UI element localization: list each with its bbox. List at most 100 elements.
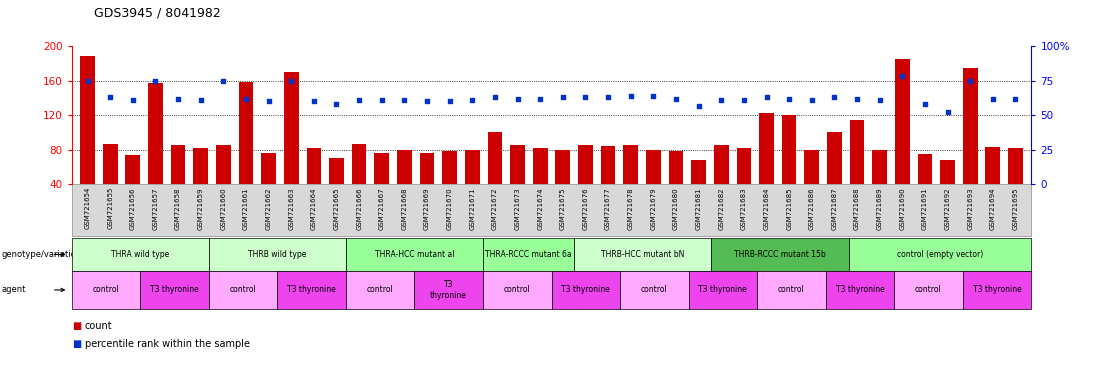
Point — [803, 97, 821, 103]
Bar — [103, 144, 118, 219]
Bar — [148, 83, 163, 219]
Bar — [623, 145, 638, 219]
Bar — [352, 144, 366, 219]
Bar — [488, 132, 502, 219]
Bar — [171, 145, 185, 219]
Point — [532, 96, 549, 102]
Point — [351, 97, 368, 103]
Bar — [714, 145, 729, 219]
Bar — [465, 150, 480, 219]
Point — [825, 94, 843, 100]
Text: ■: ■ — [72, 339, 81, 349]
Bar — [737, 148, 751, 219]
Point — [237, 96, 255, 102]
Bar — [216, 146, 231, 219]
Bar — [261, 153, 276, 219]
Bar — [511, 145, 525, 219]
Point — [486, 94, 504, 100]
Bar — [126, 155, 140, 219]
Point — [780, 96, 797, 102]
Point — [893, 73, 911, 79]
Text: T3
thyronine: T3 thyronine — [430, 280, 468, 300]
Bar — [374, 153, 389, 219]
Point — [441, 98, 459, 104]
Point — [1007, 96, 1025, 102]
Point — [848, 96, 866, 102]
Point — [147, 78, 164, 84]
Bar — [895, 59, 910, 219]
Text: control: control — [915, 285, 942, 295]
Text: count: count — [85, 321, 113, 331]
Text: control: control — [504, 285, 531, 295]
Point — [306, 98, 323, 104]
Bar — [963, 68, 977, 219]
Bar — [872, 150, 887, 219]
Bar — [307, 148, 321, 219]
Point — [554, 94, 571, 100]
Text: genotype/variation: genotype/variation — [1, 250, 82, 259]
Point — [599, 94, 617, 100]
Text: THRB-RCCC mutant 15b: THRB-RCCC mutant 15b — [735, 250, 826, 259]
Point — [328, 101, 345, 107]
Point — [169, 96, 186, 102]
Bar — [918, 154, 932, 219]
Point — [939, 109, 956, 116]
Text: THRA-RCCC mutant 6a: THRA-RCCC mutant 6a — [485, 250, 572, 259]
Point — [282, 78, 300, 84]
Point — [871, 97, 889, 103]
Point — [644, 93, 662, 99]
Bar — [692, 160, 706, 219]
Bar — [193, 148, 208, 219]
Bar — [283, 72, 299, 219]
Point — [962, 78, 979, 84]
Bar — [804, 150, 820, 219]
Point — [373, 97, 390, 103]
Point — [78, 78, 96, 84]
Bar — [329, 157, 344, 219]
Text: T3 thyronine: T3 thyronine — [287, 285, 336, 295]
Bar — [442, 152, 457, 219]
Bar — [646, 150, 661, 219]
Bar — [556, 150, 570, 219]
Bar — [985, 147, 1000, 219]
Bar — [940, 160, 955, 219]
Text: T3 thyronine: T3 thyronine — [698, 285, 747, 295]
Point — [577, 94, 595, 100]
Text: THRB-HCC mutant bN: THRB-HCC mutant bN — [601, 250, 685, 259]
Bar — [578, 146, 592, 219]
Bar — [849, 119, 865, 219]
Text: control: control — [229, 285, 256, 295]
Bar — [81, 56, 95, 219]
Bar — [827, 132, 842, 219]
Point — [917, 101, 934, 107]
Text: control: control — [367, 285, 394, 295]
Bar — [668, 152, 684, 219]
Point — [260, 98, 278, 104]
Point — [984, 96, 1002, 102]
Text: T3 thyronine: T3 thyronine — [836, 285, 885, 295]
Text: THRA wild type: THRA wild type — [111, 250, 170, 259]
Point — [396, 97, 414, 103]
Text: control: control — [641, 285, 667, 295]
Text: T3 thyronine: T3 thyronine — [973, 285, 1021, 295]
Bar — [533, 148, 547, 219]
Text: T3 thyronine: T3 thyronine — [561, 285, 610, 295]
Text: control (empty vector): control (empty vector) — [897, 250, 983, 259]
Point — [713, 97, 730, 103]
Text: control: control — [93, 285, 119, 295]
Point — [124, 97, 141, 103]
Text: THRB wild type: THRB wild type — [248, 250, 307, 259]
Point — [418, 98, 436, 104]
Point — [758, 94, 775, 100]
Point — [463, 97, 481, 103]
Point — [622, 93, 640, 99]
Point — [192, 97, 210, 103]
Point — [689, 103, 707, 109]
Text: THRA-HCC mutant al: THRA-HCC mutant al — [375, 250, 454, 259]
Text: ■: ■ — [72, 321, 81, 331]
Bar — [601, 146, 615, 219]
Bar — [397, 150, 411, 219]
Bar — [782, 115, 796, 219]
Text: agent: agent — [1, 285, 25, 295]
Bar — [238, 82, 254, 219]
